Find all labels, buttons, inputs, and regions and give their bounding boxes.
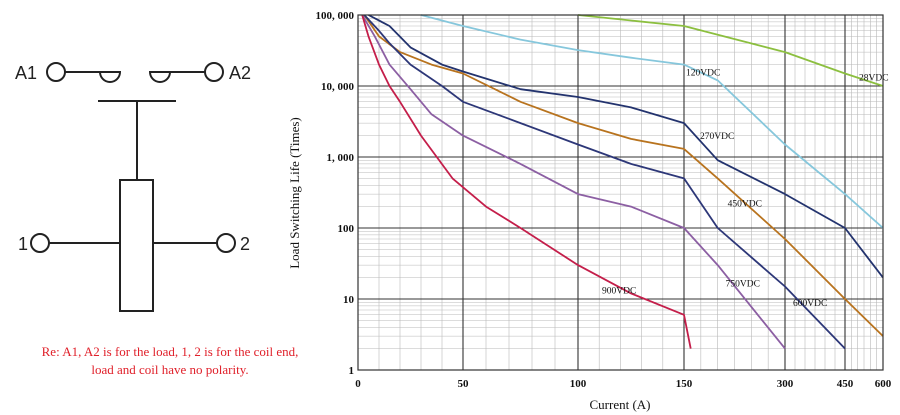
y-tick-label: 1 xyxy=(349,365,355,377)
x-tick-label: 50 xyxy=(458,378,470,390)
series-line-900vdc xyxy=(361,14,692,349)
terminal-a1-label: A1 xyxy=(15,63,37,83)
series-label-900vdc: 900VDC xyxy=(602,286,636,296)
terminal-1-circle xyxy=(30,233,50,253)
terminal-2-label: 2 xyxy=(240,234,250,254)
terminal-a2-label: A2 xyxy=(229,63,251,83)
contact-right xyxy=(148,71,172,83)
terminal-a2-circle xyxy=(204,62,224,82)
y-tick-label: 100 xyxy=(338,223,355,235)
x-tick-label: 300 xyxy=(777,378,794,390)
series-line-600vdc xyxy=(363,14,846,350)
series-line-120vdc xyxy=(420,14,884,229)
y-tick-label: 1, 000 xyxy=(327,152,355,164)
coil-body xyxy=(119,179,154,312)
series-label-120vdc: 120VDC xyxy=(686,69,720,79)
plot-frame xyxy=(357,14,884,371)
note-line-2: load and coil have no polarity. xyxy=(91,362,249,377)
y-tick-label: 100, 000 xyxy=(316,10,355,22)
chart-grid xyxy=(358,14,883,371)
series-label-750vdc: 750VDC xyxy=(726,279,760,289)
chart-ticks: 100, 000 10, 000 1, 000 100 10 10 50 100 150 300 4… xyxy=(316,10,892,390)
series-label-28vdc: 28VDC xyxy=(859,73,889,83)
note-line-1: Re: A1, A2 is for the load, 1, 2 is for … xyxy=(41,344,299,359)
x-axis-label: Current (A) xyxy=(589,397,650,412)
series-line-750vdc xyxy=(361,14,786,350)
chart-series: 28VDC 120VDC 270VDC 450VDC 600VDC 750VDC 900VD… xyxy=(361,14,889,350)
contact-left xyxy=(98,71,122,83)
terminal-1-label: 1 xyxy=(18,234,28,254)
x-tick-label: 600 xyxy=(875,378,892,390)
terminal-a1-circle xyxy=(46,62,66,82)
x-tick-label: 0 xyxy=(355,378,361,390)
series-label-450vdc: 450VDC xyxy=(728,200,762,210)
x-tick-label: 450 xyxy=(837,378,854,390)
polarity-note: Re: A1, A2 is for the load, 1, 2 is for … xyxy=(0,343,340,379)
series-line-270vdc xyxy=(368,14,884,279)
y-tick-label: 10, 000 xyxy=(321,81,355,93)
terminal-2-circle xyxy=(216,233,236,253)
y-axis-label: Load Switching Life (Times) xyxy=(287,117,302,269)
x-tick-label: 150 xyxy=(676,378,693,390)
series-label-270vdc: 270VDC xyxy=(700,132,734,142)
series-line-28vdc xyxy=(577,14,884,87)
series-line-450vdc xyxy=(363,14,884,337)
x-tick-label: 100 xyxy=(570,378,587,390)
series-label-600vdc: 600VDC xyxy=(793,299,827,309)
y-tick-label: 10 xyxy=(343,294,355,306)
switching-life-chart: 28VDC 120VDC 270VDC 450VDC 600VDC 750VDC 900VD… xyxy=(287,10,892,412)
relay-schematic: A1 A2 1 2 xyxy=(15,62,251,312)
